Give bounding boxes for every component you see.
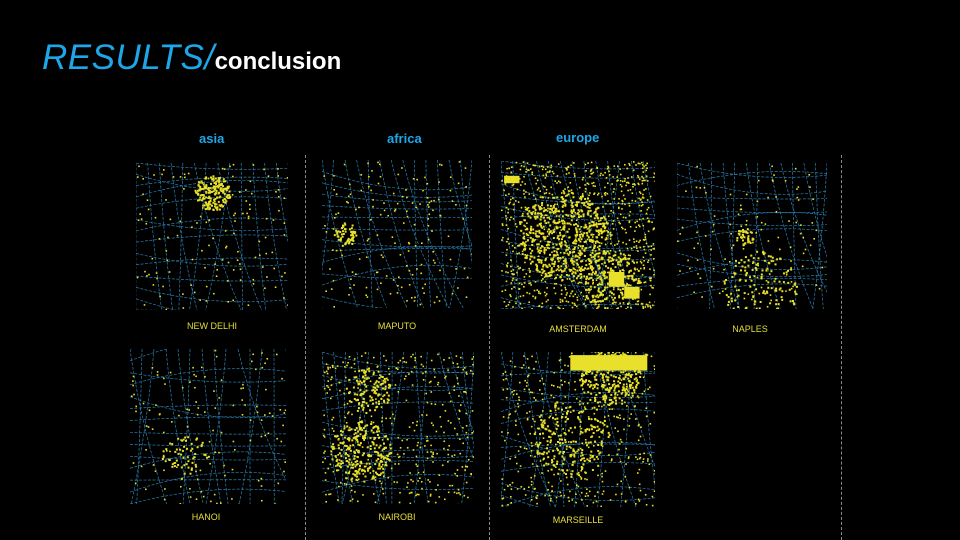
caption-naples: NAPLES	[732, 324, 768, 334]
map-naples	[677, 163, 827, 309]
map-amsterdam	[501, 161, 655, 309]
map-points	[322, 352, 474, 504]
map-points	[136, 163, 288, 310]
map-grid-lines	[677, 163, 827, 309]
map-points	[501, 161, 655, 309]
region-label-africa: africa	[387, 131, 422, 146]
title-results: RESULTS/	[42, 38, 215, 77]
map-points	[501, 352, 655, 507]
map-points	[131, 349, 286, 504]
map-nairobi	[322, 352, 474, 504]
caption-new-delhi: NEW DELHI	[186, 321, 237, 331]
title-conclusion: conclusion	[214, 48, 342, 75]
caption-hanoi: HANOI	[191, 512, 221, 522]
caption-nairobi: NAIROBI	[378, 512, 416, 522]
divider-asia-africa	[305, 155, 306, 540]
map-points	[323, 161, 472, 308]
divider-africa-europe	[489, 155, 490, 540]
caption-amsterdam: AMSTERDAM	[549, 324, 607, 334]
divider-right	[841, 155, 842, 540]
map-maputo	[322, 160, 472, 308]
map-marseille	[501, 352, 655, 507]
map-new-delhi	[136, 163, 288, 310]
slide-title: RESULTS/conclusion	[42, 38, 341, 78]
region-label-europe: europe	[556, 130, 600, 145]
map-hanoi	[130, 349, 286, 504]
caption-marseille: MARSEILLE	[552, 515, 604, 525]
region-label-asia: asia	[199, 131, 225, 146]
map-grid-lines	[130, 349, 286, 504]
caption-maputo: MAPUTO	[377, 321, 417, 331]
map-points	[677, 165, 827, 309]
map-grid-lines	[136, 163, 288, 310]
map-grid-lines	[501, 352, 655, 507]
map-grid-lines	[322, 160, 472, 308]
